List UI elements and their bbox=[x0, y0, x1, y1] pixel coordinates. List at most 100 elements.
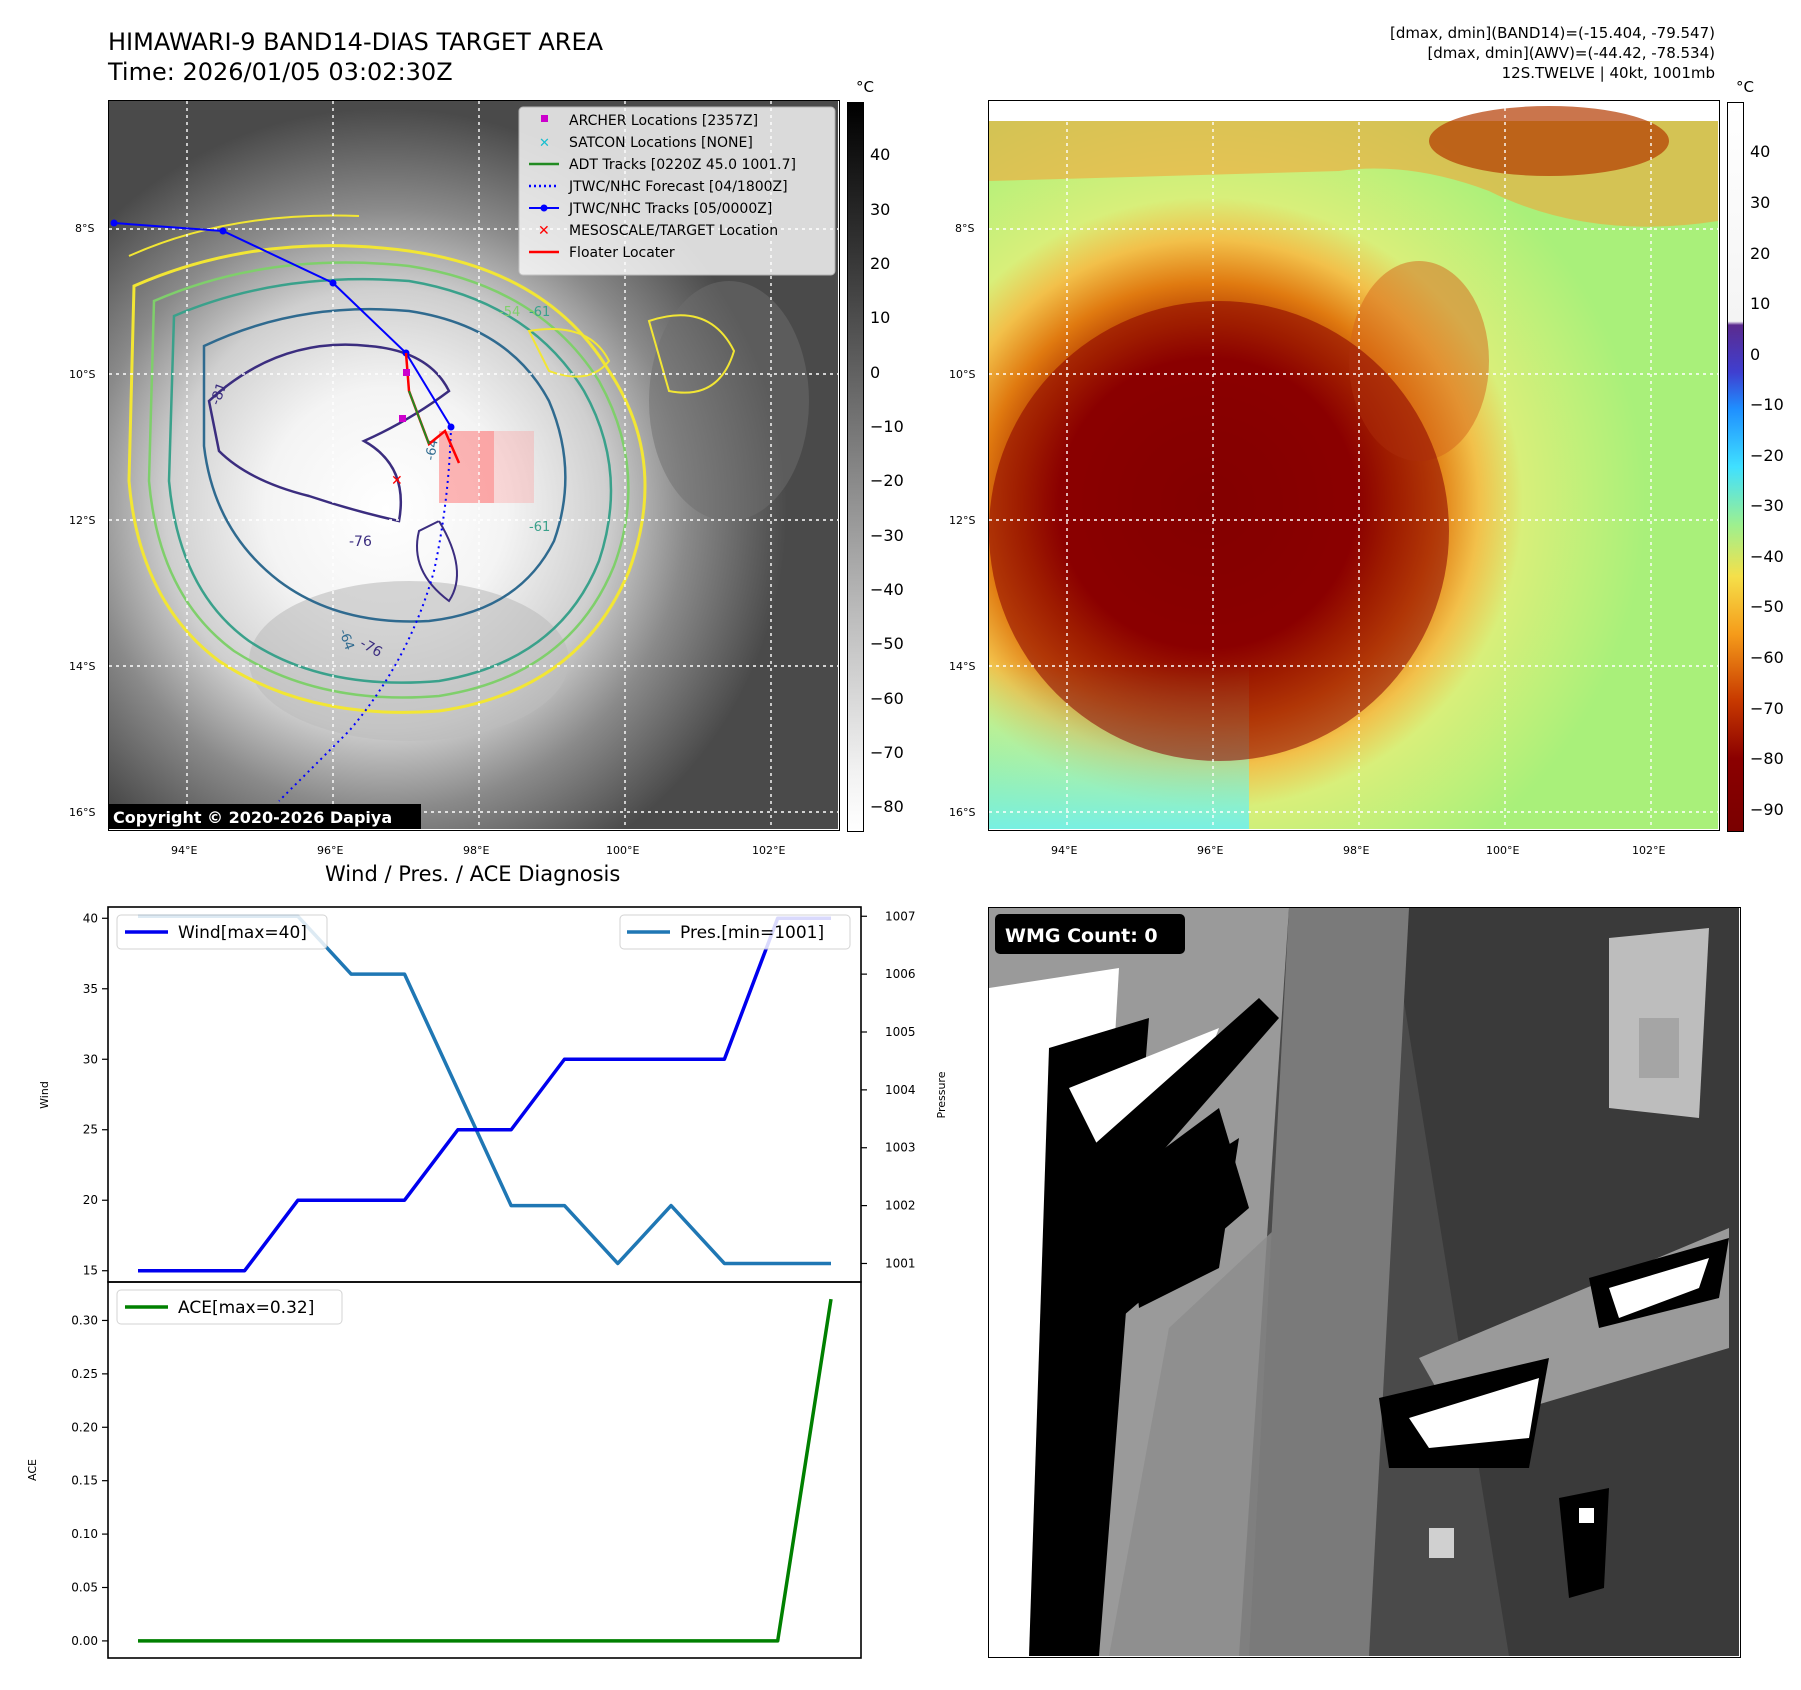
awv-lon-label-98e: 98°E bbox=[1343, 844, 1370, 857]
awv-colorbar-tick: 40 bbox=[1750, 142, 1771, 162]
wind-tick-label: 35 bbox=[83, 982, 98, 996]
target-marker: ✕ bbox=[538, 223, 550, 239]
legend-tracks: JTWC/NHC Tracks [05/0000Z] bbox=[568, 201, 772, 217]
legend-forecast: JTWC/NHC Forecast [04/1800Z] bbox=[568, 179, 788, 195]
band14-colorbar bbox=[847, 102, 864, 832]
lon-label-102e: 102°E bbox=[752, 844, 786, 857]
ace-tick-label: 0.00 bbox=[71, 1634, 98, 1648]
ace-legend: ACE[max=0.32] bbox=[116, 1289, 343, 1325]
awv-colorbar-unit: °C bbox=[1736, 78, 1754, 96]
track-marker bbox=[540, 204, 548, 212]
wind-tick-label: 30 bbox=[83, 1052, 98, 1066]
diagnosis-title: Wind / Pres. / ACE Diagnosis bbox=[325, 862, 621, 886]
copyright-text: Copyright © 2020-2026 Dapiya bbox=[113, 808, 392, 827]
awv-colorbar-tick: −70 bbox=[1750, 698, 1784, 718]
lat-label-12s: 12°S bbox=[69, 514, 96, 527]
awv-colorbar-tick: −90 bbox=[1750, 799, 1784, 819]
awv-lat-label-12s: 12°S bbox=[949, 514, 976, 527]
band14-colorbar-tick: −10 bbox=[870, 417, 904, 437]
band14-colorbar-tick: −60 bbox=[870, 688, 904, 708]
lon-label-100e: 100°E bbox=[606, 844, 640, 857]
wmg-panel: WMG Count: 0 bbox=[988, 907, 1741, 1658]
pressure-tick-label: 1002 bbox=[885, 1199, 916, 1213]
awv-colorbar-tick: −80 bbox=[1750, 749, 1784, 769]
band14-colorbar-tick: −40 bbox=[870, 580, 904, 600]
lat-label-8s: 8°S bbox=[75, 222, 95, 235]
awv-colorbar-tick: 20 bbox=[1750, 243, 1771, 263]
band14-colorbar-tick: 0 bbox=[870, 362, 881, 382]
awv-lat-label-8s: 8°S bbox=[955, 222, 975, 235]
wind-legend-label: Wind[max=40] bbox=[178, 923, 307, 943]
pressure-tick-label: 1007 bbox=[885, 909, 916, 923]
awv-map-image bbox=[989, 101, 1718, 829]
ace-axis-label: ACE bbox=[26, 1459, 39, 1481]
awv-colorbar-tick: −20 bbox=[1750, 445, 1784, 465]
pressure-axis-label: Pressure bbox=[935, 1071, 948, 1118]
band14-colorbar-tick: −20 bbox=[870, 471, 904, 491]
pressure-legend-label: Pres.[min=1001] bbox=[680, 923, 824, 943]
ace-tick-label: 0.25 bbox=[71, 1367, 98, 1381]
pressure-tick-label: 1001 bbox=[885, 1256, 916, 1270]
band14-legend: ARCHER Locations [2357Z] ✕ SATCON Locati… bbox=[518, 106, 836, 276]
wind-tick-label: 20 bbox=[83, 1193, 98, 1207]
contour-label: -76 bbox=[349, 534, 372, 550]
legend-satcon: SATCON Locations [NONE] bbox=[569, 135, 753, 151]
awv-lon-label-94e: 94°E bbox=[1051, 844, 1078, 857]
satcon-marker: ✕ bbox=[539, 136, 550, 151]
svg-text:✕: ✕ bbox=[391, 473, 403, 489]
ace-series-line bbox=[138, 1298, 833, 1643]
lat-label-14s: 14°S bbox=[69, 660, 96, 673]
lat-label-10s: 10°S bbox=[69, 368, 96, 381]
pressure-tick-label: 1006 bbox=[885, 967, 916, 981]
band14-colorbar-tick: 30 bbox=[870, 199, 891, 219]
legend-floater: Floater Locater bbox=[569, 245, 675, 261]
lon-label-98e: 98°E bbox=[463, 844, 490, 857]
awv-colorbar-tick: −40 bbox=[1750, 546, 1784, 566]
awv-lon-label-102e: 102°E bbox=[1632, 844, 1666, 857]
awv-lon-label-96e: 96°E bbox=[1197, 844, 1224, 857]
contour-label: -54 bbox=[499, 305, 520, 320]
band14-colorbar-tick: 10 bbox=[870, 308, 891, 328]
awv-colorbar-tick: −60 bbox=[1750, 648, 1784, 667]
awv-colorbar-tick: 0 bbox=[1750, 344, 1761, 364]
wind-series-line bbox=[138, 916, 831, 1273]
contour-label: -61 bbox=[529, 520, 550, 535]
ace-tick-label: 0.05 bbox=[71, 1581, 98, 1595]
awv-colorbar-tick: −30 bbox=[1750, 496, 1784, 516]
wmg-count-label: WMG Count: 0 bbox=[1005, 925, 1158, 947]
storm-info: 12S.TWELVE | 40kt, 1001mb bbox=[1501, 64, 1715, 82]
awv-colorbar-tick: 30 bbox=[1750, 193, 1771, 212]
archer-marker bbox=[541, 115, 548, 122]
wind-tick-label: 15 bbox=[83, 1264, 98, 1278]
wind-tick-label: 25 bbox=[83, 1123, 98, 1137]
awv-lat-label-10s: 10°S bbox=[949, 368, 976, 381]
band14-colorbar-tick: −30 bbox=[870, 525, 904, 545]
awv-lon-label-100e: 100°E bbox=[1486, 844, 1520, 857]
pressure-tick-label: 1004 bbox=[885, 1083, 916, 1097]
band14-colorbar-tick: −70 bbox=[870, 743, 904, 763]
band14-colorbar-unit: °C bbox=[856, 78, 874, 96]
wind-axis-label: Wind bbox=[38, 1081, 51, 1109]
contour-label: -81 bbox=[208, 380, 231, 407]
figure-time: Time: 2026/01/05 03:02:30Z bbox=[108, 58, 453, 86]
ace-tick-label: 0.20 bbox=[71, 1420, 98, 1434]
dmax-awv-info: [dmax, dmin](AWV)=(-44.42, -78.534) bbox=[1427, 44, 1715, 62]
awv-colorbar-tick: 10 bbox=[1750, 294, 1771, 314]
legend-adt: ADT Tracks [0220Z 45.0 1001.7] bbox=[569, 157, 796, 173]
band14-colorbar-tick: −50 bbox=[870, 634, 904, 654]
legend-target: MESOSCALE/TARGET Location bbox=[569, 223, 778, 239]
pressure-tick-label: 1003 bbox=[885, 1141, 916, 1155]
awv-lat-label-16s: 16°S bbox=[949, 806, 976, 819]
contour-label: -61 bbox=[529, 305, 550, 320]
ace-axes bbox=[107, 1281, 862, 1659]
band14-colorbar-tick: −80 bbox=[870, 797, 904, 817]
band14-map-panel: -81 -76 -76 -64 -61 -54 -64 -61 bbox=[108, 100, 840, 831]
ace-legend-label: ACE[max=0.32] bbox=[178, 1298, 314, 1318]
pressure-series-line bbox=[138, 914, 831, 1266]
awv-lat-label-14s: 14°S bbox=[949, 660, 976, 673]
lon-label-96e: 96°E bbox=[317, 844, 344, 857]
lat-label-16s: 16°S bbox=[69, 806, 96, 819]
band14-colorbar-tick: 40 bbox=[870, 145, 891, 165]
wind-tick-label: 40 bbox=[83, 911, 98, 925]
ace-tick-label: 0.10 bbox=[71, 1527, 98, 1541]
